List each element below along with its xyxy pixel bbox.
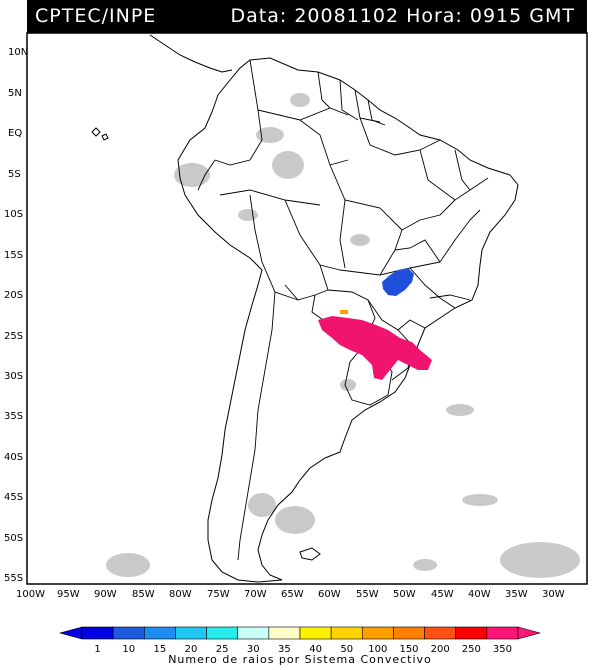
lat-label: 45S <box>4 492 23 503</box>
source-label: CPTEC/INPE <box>35 5 157 27</box>
legend-value-label: 250 <box>462 644 481 655</box>
legend-swatch <box>361 626 394 640</box>
lon-label: 40W <box>468 589 491 600</box>
legend-value-label: 350 <box>493 644 512 655</box>
lon-label: 70W <box>244 589 267 600</box>
falkland-islands <box>299 547 321 561</box>
lon-label: 55W <box>356 589 379 600</box>
lon-label: 80W <box>169 589 192 600</box>
map-header: CPTEC/INPE Data: 20081102 Hora: 0915 GMT <box>27 0 587 33</box>
legend-arrow-low <box>58 626 83 640</box>
legend-swatch <box>330 626 363 640</box>
legend-swatch <box>175 626 207 640</box>
lon-label: 65W <box>281 589 304 600</box>
legend-value-label: 1 <box>94 644 100 655</box>
lon-label: 100W <box>16 589 45 600</box>
lon-label: 30W <box>542 589 565 600</box>
legend-swatch <box>237 626 270 640</box>
lon-label: 95W <box>57 589 80 600</box>
legend-value-label: 35 <box>278 644 291 655</box>
legend-swatch <box>143 626 176 640</box>
legend-arrow-high <box>517 626 542 640</box>
legend-swatch <box>424 626 457 640</box>
lightning-cluster-magenta <box>318 316 432 380</box>
lon-label: 35W <box>505 589 528 600</box>
map-frame <box>26 32 588 585</box>
legend-swatch <box>206 626 239 640</box>
lat-label: 20S <box>4 290 23 301</box>
legend-swatch <box>81 626 114 640</box>
lat-label: 40S <box>4 452 23 463</box>
lat-label: 10S <box>4 209 23 220</box>
lightning-cluster-orange <box>340 310 348 314</box>
lat-label: 35S <box>4 411 23 422</box>
datetime-label: Data: 20081102 Hora: 0915 GMT <box>230 5 575 27</box>
lon-label: 85W <box>132 589 155 600</box>
legend-value-label: 25 <box>216 644 229 655</box>
lat-label: 10N <box>8 47 28 58</box>
lon-label: 45W <box>431 589 454 600</box>
legend-value-labels: 1 10 15 20 25 30 35 40 50 100 150 200 250 350 <box>94 644 512 655</box>
legend-swatch <box>455 626 488 640</box>
legend-value-label: 20 <box>185 644 198 655</box>
legend-title: Numero de raios por Sistema Convectivo <box>168 653 432 666</box>
lat-label: 15S <box>4 250 23 261</box>
legend-value-label: 50 <box>340 644 353 655</box>
lon-label: 50W <box>393 589 416 600</box>
lat-label: 55S <box>4 573 23 584</box>
latitude-labels: 10N 5N EQ 5S 10S 15S 20S 25S 30S 35S 40S… <box>4 47 28 584</box>
lat-label: EQ <box>8 128 22 139</box>
legend-swatch <box>393 626 425 640</box>
legend-swatch <box>112 626 145 640</box>
legend-swatch <box>299 626 332 640</box>
south-america-outline <box>177 57 519 583</box>
legend-value-label: 150 <box>399 644 418 655</box>
lat-label: 30S <box>4 371 23 382</box>
legend-value-label: 10 <box>122 644 135 655</box>
legend-value-label: 40 <box>309 644 322 655</box>
legend-value-label: 30 <box>247 644 260 655</box>
longitude-labels: 100W 95W 90W 85W 80W 75W 70W 65W 60W 55W… <box>16 589 565 600</box>
central-america-outline <box>149 34 233 73</box>
lat-label: 5N <box>8 88 22 99</box>
cloud-cover <box>106 93 580 578</box>
lat-label: 5S <box>8 169 21 180</box>
legend-value-label: 200 <box>431 644 450 655</box>
legend-swatch <box>486 626 519 640</box>
legend-swatch <box>268 626 301 640</box>
lat-label: 25S <box>4 331 23 342</box>
legend-value-label: 15 <box>153 644 166 655</box>
galapagos-islands <box>91 127 109 141</box>
lightning-cluster-blue <box>382 268 414 296</box>
legend-colorbar <box>58 626 542 640</box>
lon-label: 75W <box>207 589 230 600</box>
legend-value-label: 100 <box>368 644 387 655</box>
lon-label: 60W <box>318 589 341 600</box>
lon-label: 90W <box>94 589 117 600</box>
lat-label: 50S <box>4 533 23 544</box>
